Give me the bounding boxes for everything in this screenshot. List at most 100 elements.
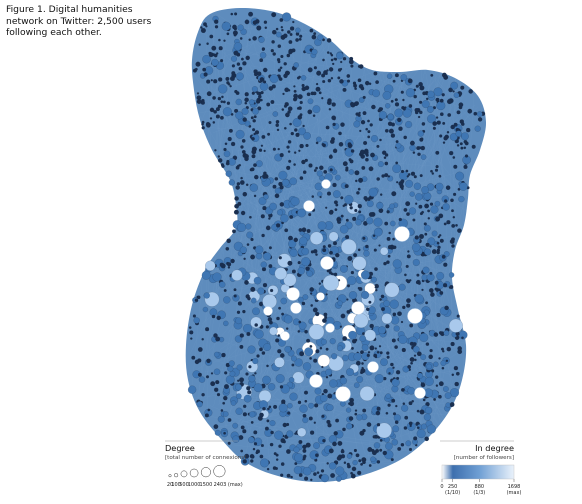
network-node	[439, 238, 444, 243]
network-node	[424, 376, 434, 386]
network-node	[229, 370, 236, 377]
network-node	[298, 37, 302, 41]
network-node	[288, 40, 293, 44]
network-node	[435, 384, 439, 387]
network-node	[319, 165, 324, 170]
network-node	[427, 209, 430, 213]
network-node	[274, 193, 280, 199]
network-node	[380, 294, 385, 299]
network-node	[310, 430, 315, 435]
network-node	[420, 154, 427, 160]
network-node	[411, 400, 414, 403]
network-node	[453, 366, 458, 371]
network-node	[357, 248, 361, 252]
network-node	[269, 74, 279, 83]
network-node	[299, 351, 305, 357]
hub-node	[367, 361, 379, 373]
network-node	[347, 284, 350, 288]
node-layer	[188, 11, 486, 483]
network-node	[284, 228, 289, 233]
network-node	[329, 338, 336, 345]
network-node	[218, 77, 223, 82]
network-node	[353, 448, 357, 453]
network-node	[225, 375, 235, 385]
network-node	[386, 367, 394, 376]
network-node	[329, 250, 333, 255]
network-node	[314, 387, 322, 395]
network-node	[386, 351, 390, 355]
network-node	[277, 44, 282, 48]
network-node	[269, 202, 277, 211]
network-node	[435, 97, 440, 102]
network-node	[222, 107, 232, 117]
network-node	[266, 364, 269, 368]
network-node	[368, 187, 378, 197]
network-node	[217, 415, 225, 423]
network-node	[361, 366, 364, 370]
network-node	[359, 335, 366, 342]
network-edge	[233, 139, 320, 201]
network-node	[448, 87, 453, 93]
network-node	[309, 28, 314, 33]
network-node	[286, 449, 291, 454]
network-edge	[222, 394, 421, 423]
hub-node	[280, 331, 290, 341]
network-node	[449, 285, 454, 289]
network-edge	[240, 109, 392, 433]
network-node	[415, 84, 419, 88]
network-node	[270, 288, 274, 293]
network-edge	[400, 99, 440, 437]
network-node	[468, 89, 473, 94]
network-node	[438, 213, 444, 219]
network-node	[386, 260, 390, 264]
network-node	[337, 441, 343, 446]
network-node	[329, 379, 338, 388]
network-node	[262, 375, 271, 385]
network-node	[414, 358, 417, 362]
network-node	[442, 141, 446, 144]
network-node	[318, 91, 322, 95]
network-node	[373, 442, 381, 449]
network-node	[223, 296, 231, 304]
network-node	[362, 408, 367, 413]
network-node	[346, 407, 352, 413]
network-node	[329, 210, 334, 215]
network-node	[231, 71, 236, 76]
network-node	[302, 362, 312, 371]
network-node	[249, 411, 256, 418]
network-node	[347, 276, 357, 285]
network-node	[244, 156, 249, 162]
network-node	[232, 435, 240, 443]
network-node	[329, 168, 333, 172]
network-node	[392, 259, 402, 269]
network-node	[269, 442, 274, 447]
network-node	[463, 139, 468, 144]
network-node	[330, 77, 334, 80]
network-node	[438, 174, 442, 178]
network-node	[390, 133, 396, 138]
network-node	[391, 378, 400, 387]
network-edge	[273, 200, 414, 328]
network-node	[279, 385, 284, 389]
network-node	[352, 460, 358, 466]
network-edge	[190, 251, 195, 274]
network-node	[418, 282, 421, 285]
network-node	[233, 209, 239, 215]
network-edge	[364, 25, 450, 303]
network-node	[451, 237, 455, 242]
network-node	[288, 50, 293, 55]
network-node	[444, 392, 452, 399]
network-node	[430, 292, 435, 297]
network-node	[394, 102, 400, 107]
network-node	[421, 186, 429, 194]
network-node	[340, 214, 344, 218]
network-node	[457, 228, 462, 233]
network-node	[412, 259, 420, 266]
degree-size-circle	[168, 474, 172, 478]
network-node	[315, 82, 319, 86]
network-node	[450, 124, 455, 130]
network-node	[366, 217, 374, 225]
network-node	[433, 87, 443, 97]
network-node	[419, 333, 429, 342]
degree-size-circle	[213, 465, 226, 478]
